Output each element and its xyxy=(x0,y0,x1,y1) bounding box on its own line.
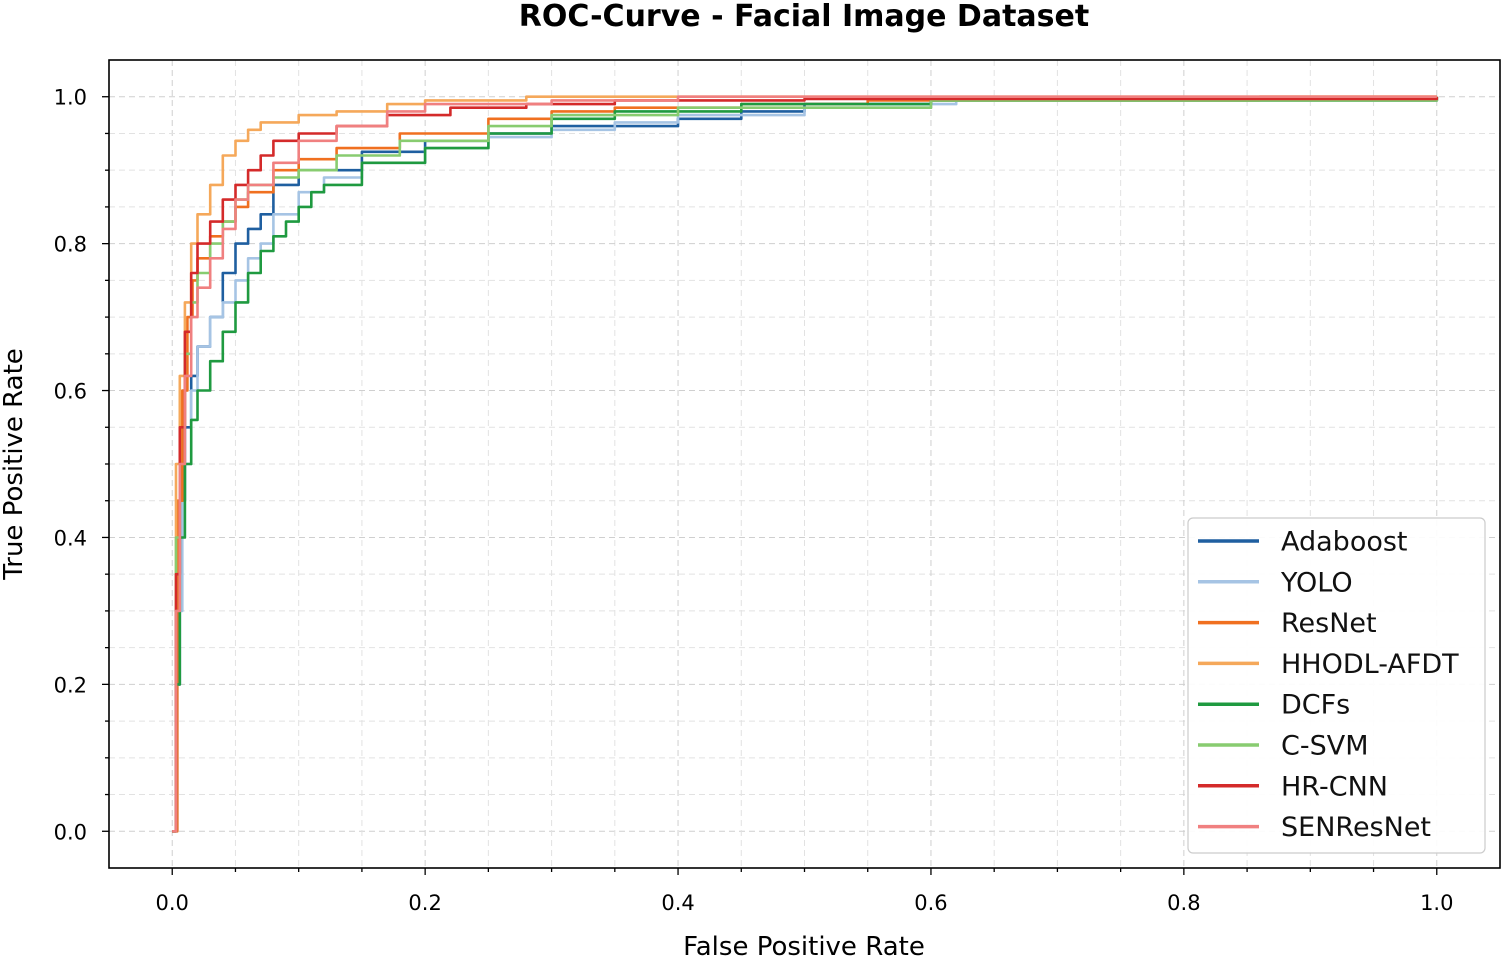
series-line-dcfs xyxy=(172,96,1439,833)
legend-label-yolo: YOLO xyxy=(1280,567,1353,598)
series-lines xyxy=(172,95,1439,833)
y-tick-label: 0.6 xyxy=(54,380,87,404)
x-tick-label: 0.4 xyxy=(661,891,694,915)
y-tick-label: 0.4 xyxy=(54,526,87,550)
x-tick-label: 0.0 xyxy=(156,891,189,915)
ticks: 0.0 0.2 0.4 0.6 0.8 1.0 0.0 0.2 0.4 0.6 0.8 1.0 xyxy=(54,86,1454,915)
legend-box xyxy=(1187,517,1486,854)
legend-label-dcfs: DCFs xyxy=(1281,690,1350,721)
series-line-hr-cnn xyxy=(172,96,1439,833)
grid xyxy=(109,60,1500,868)
x-tick-label: 1.0 xyxy=(1420,891,1453,915)
legend: Adaboost YOLO ResNet HHODL-AFDT DCFs C-SVM HR-… xyxy=(1187,517,1486,854)
legend-label-hhodl-afdt: HHODL-AFDT xyxy=(1281,649,1459,680)
legend-label-hr-cnn: HR-CNN xyxy=(1281,771,1388,802)
y-axis-label: True Positive Rate xyxy=(0,348,29,581)
legend-label-senresnet: SENResNet xyxy=(1281,812,1431,843)
x-tick-label: 0.8 xyxy=(1167,891,1200,915)
legend-label-resnet: ResNet xyxy=(1281,608,1377,639)
x-tick-label: 0.6 xyxy=(914,891,947,915)
series-line-yolo xyxy=(172,96,1439,833)
x-axis-label: False Positive Rate xyxy=(683,932,925,962)
series-line-senresnet xyxy=(172,95,1437,833)
legend-label-c-svm: C-SVM xyxy=(1281,731,1369,762)
y-tick-label: 0.0 xyxy=(54,820,87,844)
chart-title: ROC-Curve - Facial Image Dataset xyxy=(519,0,1089,34)
y-tick-label: 0.2 xyxy=(54,673,87,697)
y-tick-label: 1.0 xyxy=(54,86,87,110)
y-tick-label: 0.8 xyxy=(54,233,87,257)
x-tick-label: 0.2 xyxy=(408,891,441,915)
legend-label-adaboost: Adaboost xyxy=(1281,527,1408,558)
